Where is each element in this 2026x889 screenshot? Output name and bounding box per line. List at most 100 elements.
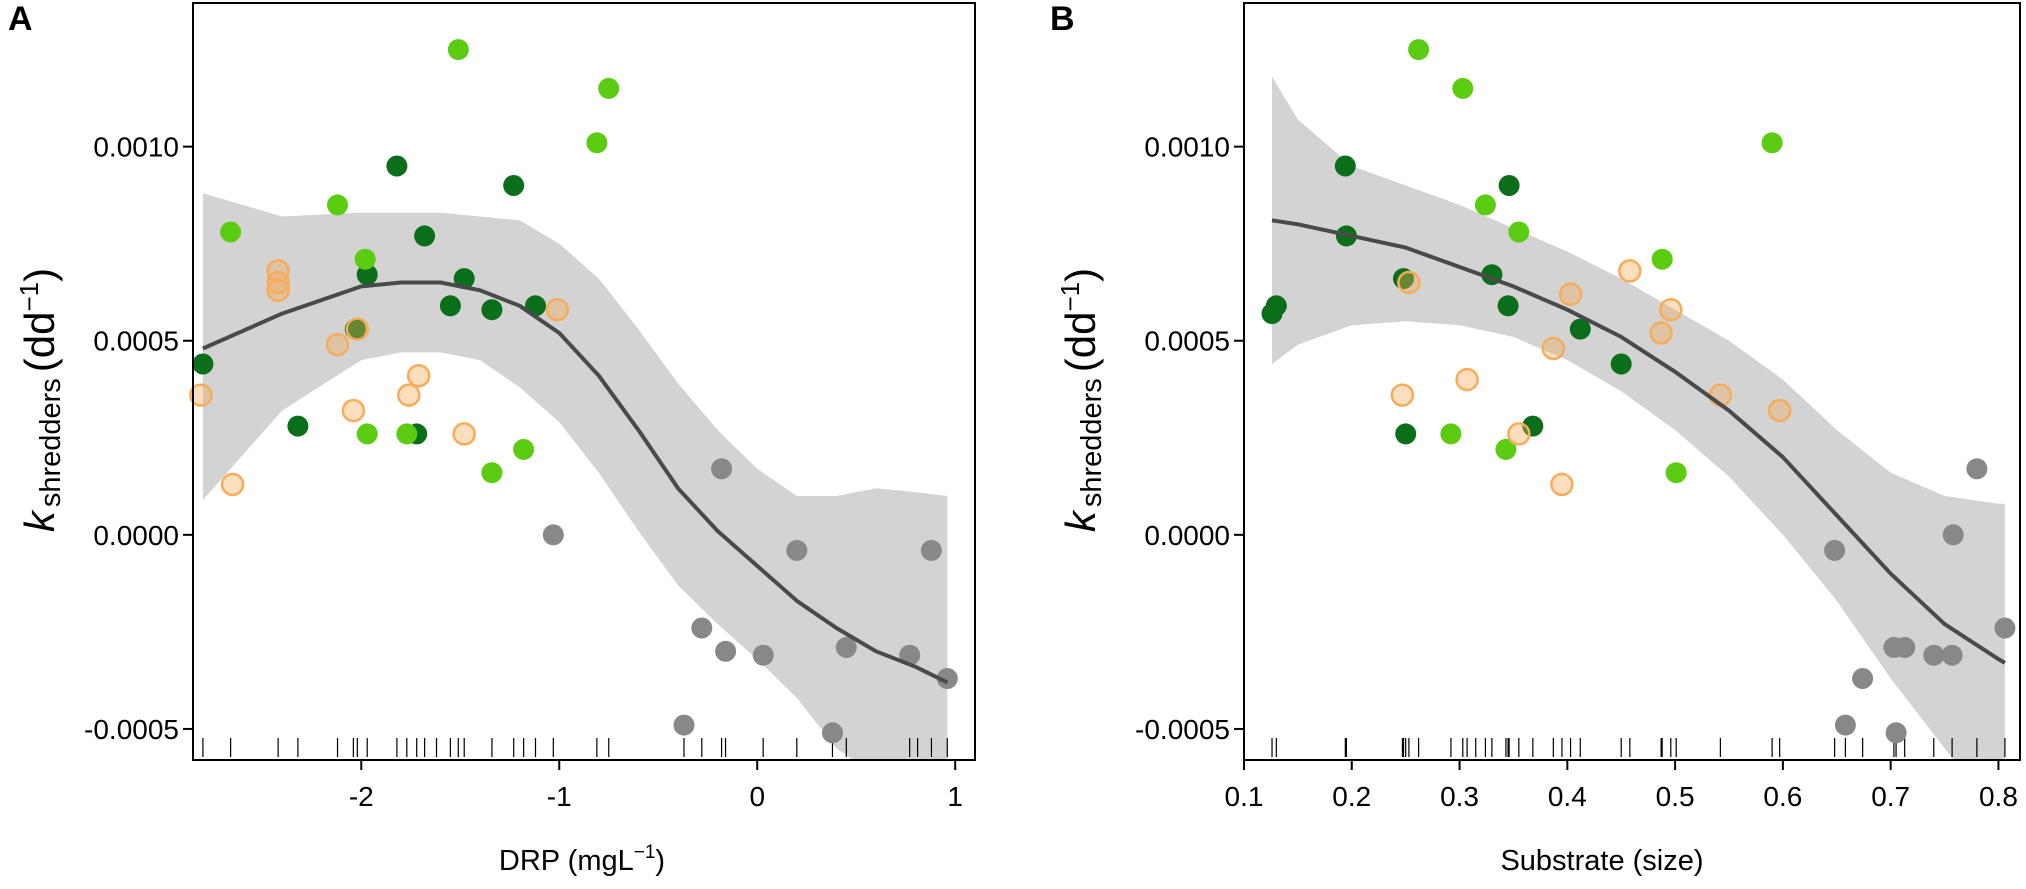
panel-a-point-grey — [691, 617, 713, 639]
panel-label-b: B — [1050, 0, 1075, 38]
panel-a-point-light-green — [586, 132, 608, 154]
panel-b-point-dark-green — [1522, 415, 1544, 437]
panel-b-point-orange — [1649, 321, 1673, 345]
panel-b-point-grey — [1852, 668, 1874, 689]
panel-b-point-orange — [1541, 336, 1566, 361]
panel-a-point-orange — [325, 332, 350, 357]
panel-a-point-light-green — [327, 194, 348, 216]
panel-a-point-light-green — [481, 462, 503, 484]
panel-b-fit-curve — [1271, 218, 2006, 665]
panel-a-y-tick-label: -0.0005 — [84, 714, 179, 745]
panel-a-point-dark-green — [344, 318, 366, 340]
panel-a-point-dark-green — [503, 175, 525, 196]
panel-b-point-dark-green — [1610, 353, 1632, 375]
panel-a-x-axis-title: DRP (mgL−1) — [499, 842, 665, 877]
panel-b-point-light-green — [1495, 438, 1517, 460]
panel-b-point-grey — [1834, 714, 1856, 736]
panel-b-point-dark-green — [1265, 295, 1287, 317]
panel-b-point-dark-green — [1569, 318, 1591, 340]
panel-a-point-dark-green — [481, 299, 503, 321]
panel-a-x-tick-label: 0 — [749, 781, 765, 812]
panel-b-x-tick-label: 0.3 — [1440, 781, 1479, 812]
panel-a-point-grey — [936, 668, 958, 689]
panel-b-x-tick-label: 0.2 — [1332, 781, 1371, 812]
panel-a-point-orange — [545, 297, 570, 322]
panel-b-point-light-green — [1452, 77, 1474, 99]
panel-a-y-tick-label: 0.0010 — [93, 132, 179, 163]
panel-b-point-light-green — [1440, 423, 1462, 445]
panel-a-point-orange — [345, 317, 370, 341]
panel-b-point-dark-green — [1334, 155, 1356, 177]
panel-a-point-orange — [397, 383, 421, 407]
panel-b-y-tick-label: 0.0000 — [1144, 520, 1230, 551]
panel-a-point-light-green — [513, 438, 535, 460]
panel-b-point-grey — [1994, 617, 2016, 639]
panel-a-point-orange — [341, 398, 366, 423]
panel-b-point-orange — [1550, 472, 1574, 497]
panel-a-point-dark-green — [356, 264, 378, 286]
panel-a-point-grey — [822, 722, 843, 744]
panel-a-y-tick-label: 0.0005 — [93, 326, 179, 357]
panel-b-point-orange — [1455, 367, 1479, 392]
panel-a-y-axis-title: kshredders(dd−1) — [14, 268, 67, 532]
panel-b-x-axis-title: Substrate (size) — [1500, 845, 1703, 877]
panel-b-y-axis-title: kshredders(dd−1) — [1055, 268, 1108, 532]
panel-b-x-tick-label: 0.1 — [1225, 781, 1264, 812]
panel-b-x-tick-label: 0.4 — [1548, 781, 1587, 812]
panel-a-point-orange — [189, 383, 213, 407]
panel-a-point-grey — [920, 539, 942, 561]
panel-a-point-dark-green — [414, 225, 436, 247]
panel-b-confidence-band — [1272, 76, 2005, 760]
panel-b-point-orange — [1397, 270, 1421, 295]
panel-a-point-grey — [542, 524, 564, 546]
panel-label-a: A — [8, 0, 33, 38]
panel-a-point-dark-green — [386, 155, 408, 177]
panel-b-point-light-green — [1474, 194, 1496, 216]
panel-a-point-orange — [406, 363, 431, 388]
panel-a-point-grey — [673, 714, 695, 736]
panel-b-point-orange — [1507, 422, 1531, 446]
panel-b-x-tick-label: 0.6 — [1763, 781, 1802, 812]
panel-a-point-light-green — [356, 423, 378, 445]
panel-b-point-orange — [1618, 259, 1642, 283]
panel-b-point-orange — [1659, 297, 1683, 322]
panel-a-point-grey — [715, 640, 737, 662]
panel-b-point-light-green — [1408, 39, 1430, 61]
panel-b-point-orange — [1558, 282, 1583, 306]
panel-a-point-light-green — [447, 39, 469, 61]
panel-b-y-tick-label: -0.0005 — [1135, 714, 1230, 745]
panel-b-point-grey — [1941, 644, 1963, 666]
panel-b-point-grey — [1885, 722, 1907, 744]
panel-b-point-light-green — [1508, 221, 1530, 243]
panel-a-point-grey — [711, 458, 733, 480]
panel-b-point-orange — [1390, 383, 1415, 407]
panel-b-x-tick-label: 0.5 — [1656, 781, 1695, 812]
panel-a-point-dark-green — [287, 415, 309, 437]
panel-b-x-tick-label: 0.8 — [1979, 781, 2018, 812]
panel-b-point-dark-green — [1498, 175, 1520, 196]
panel-a-point-orange — [452, 422, 476, 446]
panel-b-point-grey — [1824, 539, 1846, 561]
panel-b-plot: 0.0010 0.0005 0.0000 -0.0005 0.1 0.2 0.3 0.4 0.5… — [1135, 2, 2021, 812]
panel-b-point-grey — [1966, 458, 1988, 480]
panel-b-point-grey — [1894, 636, 1916, 658]
panel-a-point-orange — [266, 278, 290, 303]
panel-a-point-dark-green — [439, 295, 461, 317]
panel-a-plot-frame — [192, 2, 976, 761]
panel-b-point-light-green — [1651, 248, 1673, 270]
panel-b-point-grey — [1942, 524, 1964, 546]
panel-a-point-light-green — [396, 423, 418, 445]
panel-a-point-light-green — [220, 221, 242, 243]
panel-a-confidence-band — [202, 193, 948, 760]
panel-a-point-dark-green — [453, 268, 475, 290]
panel-a-point-grey — [835, 636, 857, 658]
panel-b-point-light-green — [1761, 132, 1783, 154]
panel-b-point-light-green — [1665, 462, 1687, 484]
panel-a-point-orange — [220, 472, 245, 497]
panel-a-x-tick-label: -2 — [349, 781, 374, 812]
panel-b-point-dark-green — [1395, 423, 1417, 445]
panel-a-x-tick-label: -1 — [547, 781, 572, 812]
panel-b-y-tick-label: 0.0005 — [1144, 326, 1230, 357]
panel-a-plot: 0.0010 0.0005 0.0000 -0.0005 -2 -1 0 1 — [84, 2, 976, 812]
panel-b-plot-frame — [1243, 2, 2021, 761]
